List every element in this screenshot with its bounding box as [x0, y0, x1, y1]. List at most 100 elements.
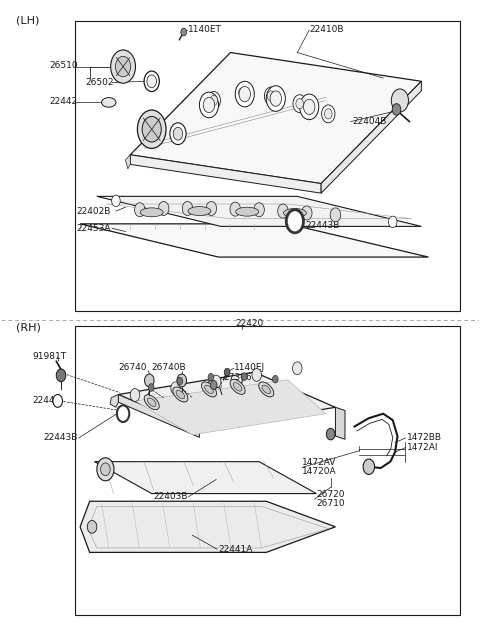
- Ellipse shape: [188, 207, 211, 216]
- Text: 14720A: 14720A: [302, 467, 336, 476]
- Bar: [75, 21, 459, 311]
- Circle shape: [101, 463, 110, 476]
- Circle shape: [177, 374, 187, 387]
- Circle shape: [224, 369, 230, 376]
- Circle shape: [267, 91, 275, 101]
- Text: 26710: 26710: [316, 499, 345, 508]
- Circle shape: [392, 103, 401, 115]
- Ellipse shape: [176, 390, 185, 399]
- Circle shape: [270, 91, 281, 106]
- Circle shape: [144, 71, 159, 92]
- Text: 22410B: 22410B: [309, 25, 344, 34]
- Circle shape: [148, 384, 154, 392]
- Text: 91981T: 91981T: [33, 352, 67, 361]
- Ellipse shape: [236, 207, 259, 216]
- Text: 22403B: 22403B: [153, 492, 188, 501]
- Text: 22442: 22442: [49, 97, 77, 106]
- Circle shape: [210, 96, 217, 105]
- Circle shape: [142, 116, 161, 142]
- Circle shape: [296, 99, 303, 108]
- Text: 22441A: 22441A: [218, 544, 253, 553]
- Text: 1140EJ: 1140EJ: [234, 363, 265, 372]
- Circle shape: [116, 56, 131, 77]
- Text: 22443B: 22443B: [306, 221, 340, 230]
- Polygon shape: [80, 224, 429, 257]
- Circle shape: [254, 203, 264, 217]
- Ellipse shape: [204, 385, 213, 394]
- Ellipse shape: [259, 382, 274, 397]
- Circle shape: [182, 202, 193, 216]
- Circle shape: [363, 459, 374, 474]
- Circle shape: [117, 405, 129, 422]
- Circle shape: [266, 86, 285, 111]
- Circle shape: [181, 28, 187, 36]
- Text: 1472BB: 1472BB: [407, 433, 442, 442]
- Circle shape: [301, 206, 312, 220]
- Circle shape: [111, 50, 135, 83]
- Circle shape: [239, 87, 251, 101]
- Polygon shape: [118, 395, 199, 437]
- Circle shape: [56, 369, 66, 382]
- Circle shape: [293, 95, 306, 112]
- Bar: [75, 326, 459, 615]
- Circle shape: [300, 94, 319, 119]
- Polygon shape: [80, 501, 336, 552]
- Ellipse shape: [230, 379, 245, 394]
- Circle shape: [235, 82, 254, 107]
- Circle shape: [137, 110, 166, 148]
- Polygon shape: [130, 53, 421, 184]
- Polygon shape: [97, 196, 421, 227]
- Circle shape: [199, 92, 218, 117]
- Circle shape: [278, 204, 288, 218]
- Circle shape: [112, 195, 120, 207]
- Circle shape: [324, 108, 332, 119]
- Text: 1472AV: 1472AV: [302, 458, 336, 467]
- Circle shape: [208, 374, 214, 381]
- Text: (RH): (RH): [16, 323, 41, 333]
- Circle shape: [330, 208, 341, 222]
- Circle shape: [241, 373, 247, 381]
- Circle shape: [170, 123, 186, 144]
- Circle shape: [53, 395, 62, 407]
- Polygon shape: [125, 155, 130, 169]
- Text: 22443B: 22443B: [43, 433, 78, 442]
- Text: 22402B: 22402B: [77, 207, 111, 216]
- Polygon shape: [118, 372, 336, 429]
- Circle shape: [303, 100, 315, 114]
- Circle shape: [230, 202, 240, 216]
- Circle shape: [264, 87, 278, 105]
- Text: (LH): (LH): [16, 15, 39, 26]
- Circle shape: [236, 84, 249, 101]
- Ellipse shape: [202, 382, 216, 397]
- Circle shape: [322, 105, 335, 123]
- Circle shape: [273, 376, 278, 383]
- Ellipse shape: [283, 209, 306, 218]
- Text: 22453A: 22453A: [77, 224, 111, 233]
- Polygon shape: [95, 462, 316, 494]
- Circle shape: [252, 369, 262, 381]
- Circle shape: [97, 458, 114, 481]
- Ellipse shape: [102, 98, 116, 107]
- Text: 22420: 22420: [235, 319, 264, 328]
- Circle shape: [210, 381, 217, 390]
- Circle shape: [87, 521, 97, 534]
- Text: 26510: 26510: [49, 62, 78, 71]
- Circle shape: [134, 203, 145, 217]
- Circle shape: [158, 202, 169, 216]
- Text: 26720: 26720: [316, 490, 345, 499]
- Circle shape: [286, 210, 303, 233]
- Circle shape: [326, 428, 335, 440]
- Circle shape: [144, 374, 154, 387]
- Text: 22442: 22442: [33, 396, 60, 405]
- Circle shape: [130, 388, 140, 401]
- Circle shape: [173, 127, 183, 140]
- Polygon shape: [336, 407, 345, 439]
- Circle shape: [177, 377, 183, 385]
- Polygon shape: [130, 155, 321, 193]
- Ellipse shape: [233, 383, 242, 391]
- Polygon shape: [135, 380, 326, 435]
- Circle shape: [203, 98, 215, 112]
- Circle shape: [292, 362, 302, 375]
- Circle shape: [391, 89, 408, 112]
- Text: 26502: 26502: [85, 78, 113, 87]
